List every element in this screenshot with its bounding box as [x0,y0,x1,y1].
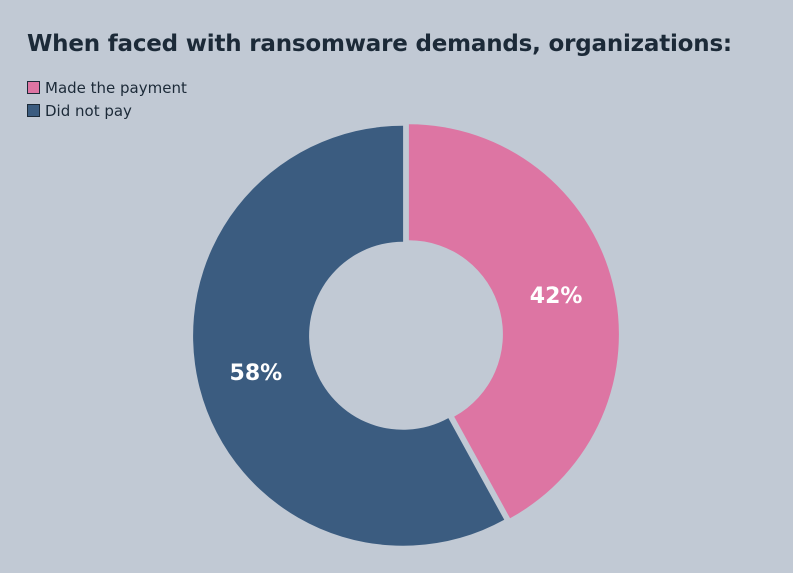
slice-did-not-pay [193,125,505,546]
slice-label-made-payment: 42% [530,284,583,309]
legend-item-made-payment: Made the payment [27,76,187,99]
legend-label-made-payment: Made the payment [45,78,187,97]
legend: Made the payment Did not pay [27,76,187,122]
legend-swatch-did-not-pay [27,104,40,117]
legend-swatch-made-payment [27,81,40,94]
legend-item-did-not-pay: Did not pay [27,99,187,122]
chart-title: When faced with ransomware demands, orga… [27,31,732,57]
legend-label-did-not-pay: Did not pay [45,101,132,120]
slice-label-did-not-pay: 58% [230,361,283,386]
slice-made-payment [408,124,619,519]
